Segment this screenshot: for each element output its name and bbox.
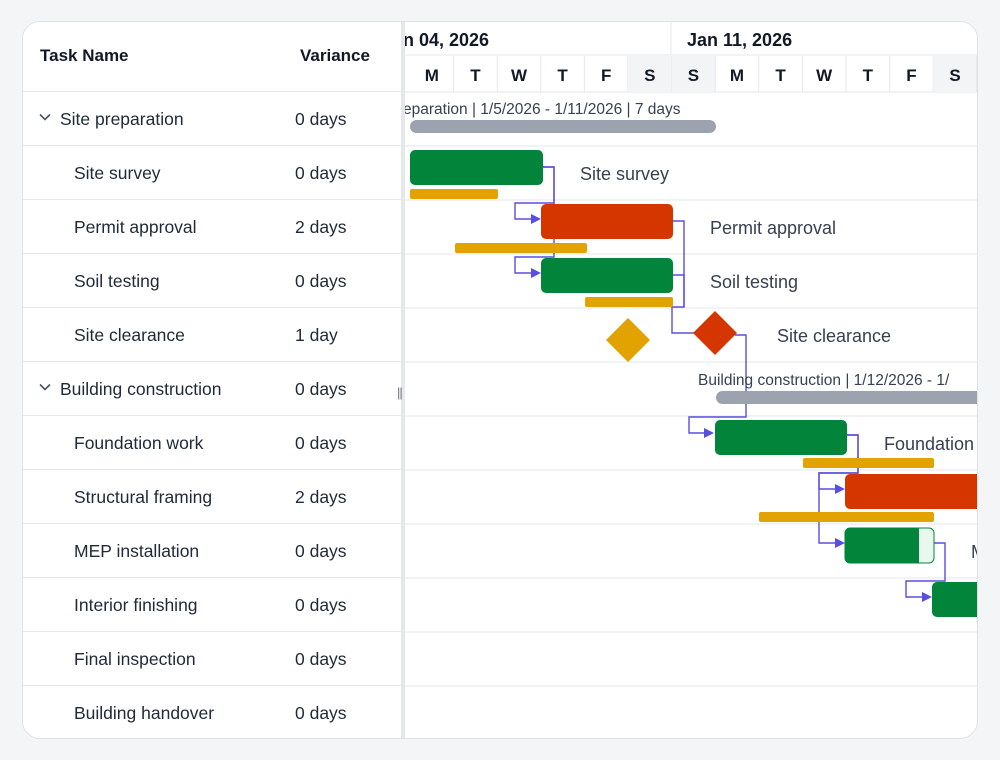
day-label: S: [644, 66, 655, 85]
variance-cell: 0 days: [295, 541, 347, 561]
task-row[interactable]: Permit approval 2 days: [23, 200, 401, 254]
milestone-site-clearance[interactable]: [693, 311, 737, 355]
task-name-cell: Structural framing: [74, 487, 213, 507]
day-label: T: [863, 66, 874, 85]
task-name-cell: Site clearance: [74, 325, 185, 345]
day-label: F: [906, 66, 916, 85]
connector-clearance-foundation: [688, 334, 747, 434]
day-label: M: [425, 66, 439, 85]
task-name-cell: Foundation work: [74, 433, 204, 453]
baseline-milestone-site-clearance: [606, 318, 650, 362]
task-grid: Task Name Variance Site preparation 0 day…: [23, 22, 401, 738]
task-name-cell: Permit approval: [74, 217, 197, 237]
task-name-cell: Soil testing: [74, 271, 160, 291]
task-bar-site-survey[interactable]: [410, 150, 543, 185]
task-bar-soil-testing[interactable]: [541, 258, 673, 293]
day-label: W: [816, 66, 833, 85]
timeline-header: M T W T F S S M T W T F S n 04, 2026 Jan 11, 2026: [405, 22, 977, 93]
day-label: S: [688, 66, 699, 85]
task-name-cell: MEP installation: [74, 541, 200, 561]
day-label: F: [601, 66, 611, 85]
variance-cell: 0 days: [295, 703, 347, 723]
variance-cell: 0 days: [295, 379, 347, 399]
column-header-variance[interactable]: Variance: [300, 46, 370, 65]
summary-bar-building-construction[interactable]: [716, 391, 978, 404]
task-name-cell: Interior finishing: [74, 595, 198, 615]
gantt-timeline-area: M T W T F S S M T W T F S n 04, 2026 Jan 11, 2026: [405, 22, 978, 738]
task-bar-foundation-work[interactable]: [715, 420, 847, 455]
baseline-bar-permit-approval: [455, 243, 587, 253]
task-name-cell: Building construction: [60, 379, 222, 399]
task-bar-interior-finishing[interactable]: [932, 582, 978, 617]
task-label-mep-installation: M: [971, 542, 978, 562]
task-row[interactable]: Site survey 0 days: [23, 146, 401, 200]
week-label-1: n 04, 2026: [405, 30, 489, 50]
task-row-parent[interactable]: Building construction 0 days: [23, 362, 401, 416]
baseline-bar-foundation-work: [803, 458, 934, 468]
task-row[interactable]: Interior finishing 0 days: [23, 578, 401, 632]
weekend-cell-bg: [933, 56, 977, 92]
baseline-bar-mep-installation: [977, 566, 978, 576]
variance-cell: 0 days: [295, 649, 347, 669]
task-row[interactable]: Site clearance 1 day: [23, 308, 401, 362]
task-bar-structural-framing[interactable]: [845, 474, 978, 509]
task-name-cell: Final inspection: [74, 649, 196, 669]
grid-header: Task Name Variance: [23, 22, 401, 92]
connector-foundation-mep: [818, 434, 859, 544]
baseline-bar-soil-testing: [585, 297, 673, 307]
variance-cell: 0 days: [295, 109, 347, 129]
weekend-cell-bg: [628, 56, 672, 92]
task-name-cell: Site preparation: [60, 109, 184, 129]
task-row[interactable]: Final inspection 0 days: [23, 632, 401, 686]
variance-cell: 2 days: [295, 217, 347, 237]
chevron-down-icon[interactable]: [38, 380, 52, 394]
task-bar-permit-approval[interactable]: [541, 204, 673, 239]
task-row-parent[interactable]: Site preparation 0 days: [23, 92, 401, 146]
week-label-2: Jan 11, 2026: [687, 30, 792, 50]
variance-cell: 2 days: [295, 487, 347, 507]
task-row[interactable]: Building handover 0 days: [23, 686, 401, 738]
summary-label-site-preparation: eparation | 1/5/2026 - 1/11/2026 | 7 day…: [405, 101, 681, 118]
task-row[interactable]: Structural framing 2 days: [23, 470, 401, 524]
gantt-chart-svg: M T W T F S S M T W T F S n 04, 2026 Jan 11, 2026: [405, 22, 978, 687]
day-label: W: [511, 66, 528, 85]
day-label: S: [949, 66, 960, 85]
grid-chart-splitter[interactable]: [401, 22, 405, 738]
connector-mep-interior: [905, 542, 946, 598]
baseline-bar-site-survey: [410, 189, 498, 199]
connector-soil-clearance: [673, 274, 685, 307]
task-name-cell: Building handover: [74, 703, 215, 723]
splitter-grip-icon[interactable]: ||: [397, 385, 403, 400]
task-row[interactable]: Foundation work 0 days: [23, 416, 401, 470]
connector-permit-clearance: [671, 220, 699, 334]
variance-cell: 0 days: [295, 433, 347, 453]
gantt-chart-panel: Task Name Variance Site preparation 0 day…: [22, 21, 978, 739]
task-label-soil-testing: Soil testing: [710, 272, 798, 292]
chevron-down-icon[interactable]: [38, 110, 52, 124]
task-label-site-survey: Site survey: [580, 164, 669, 184]
task-row[interactable]: Soil testing 0 days: [23, 254, 401, 308]
variance-cell: 0 days: [295, 271, 347, 291]
task-label-site-clearance: Site clearance: [777, 326, 891, 346]
summary-label-building-construction: Building construction | 1/12/2026 - 1/: [698, 372, 950, 389]
chart-row-lines: [405, 145, 977, 687]
dependency-connectors: [514, 166, 946, 598]
variance-cell: 1 day: [295, 325, 338, 345]
day-label: T: [775, 66, 786, 85]
variance-cell: 0 days: [295, 163, 347, 183]
day-label: T: [557, 66, 568, 85]
weekend-cell-bg: [671, 56, 716, 92]
task-progress-mep-installation: [845, 528, 919, 563]
task-label-foundation-work: Foundation: [884, 434, 974, 454]
task-label-permit-approval: Permit approval: [710, 218, 836, 238]
task-name-cell: Site survey: [74, 163, 161, 183]
baseline-bar-structural-framing: [759, 512, 934, 522]
column-header-task-name[interactable]: Task Name: [40, 46, 129, 65]
day-label: T: [470, 66, 481, 85]
task-row[interactable]: MEP installation 0 days: [23, 524, 401, 578]
variance-cell: 0 days: [295, 595, 347, 615]
summary-bar-site-preparation[interactable]: [410, 120, 716, 133]
day-label: M: [730, 66, 744, 85]
connector-survey-soil: [514, 166, 555, 274]
